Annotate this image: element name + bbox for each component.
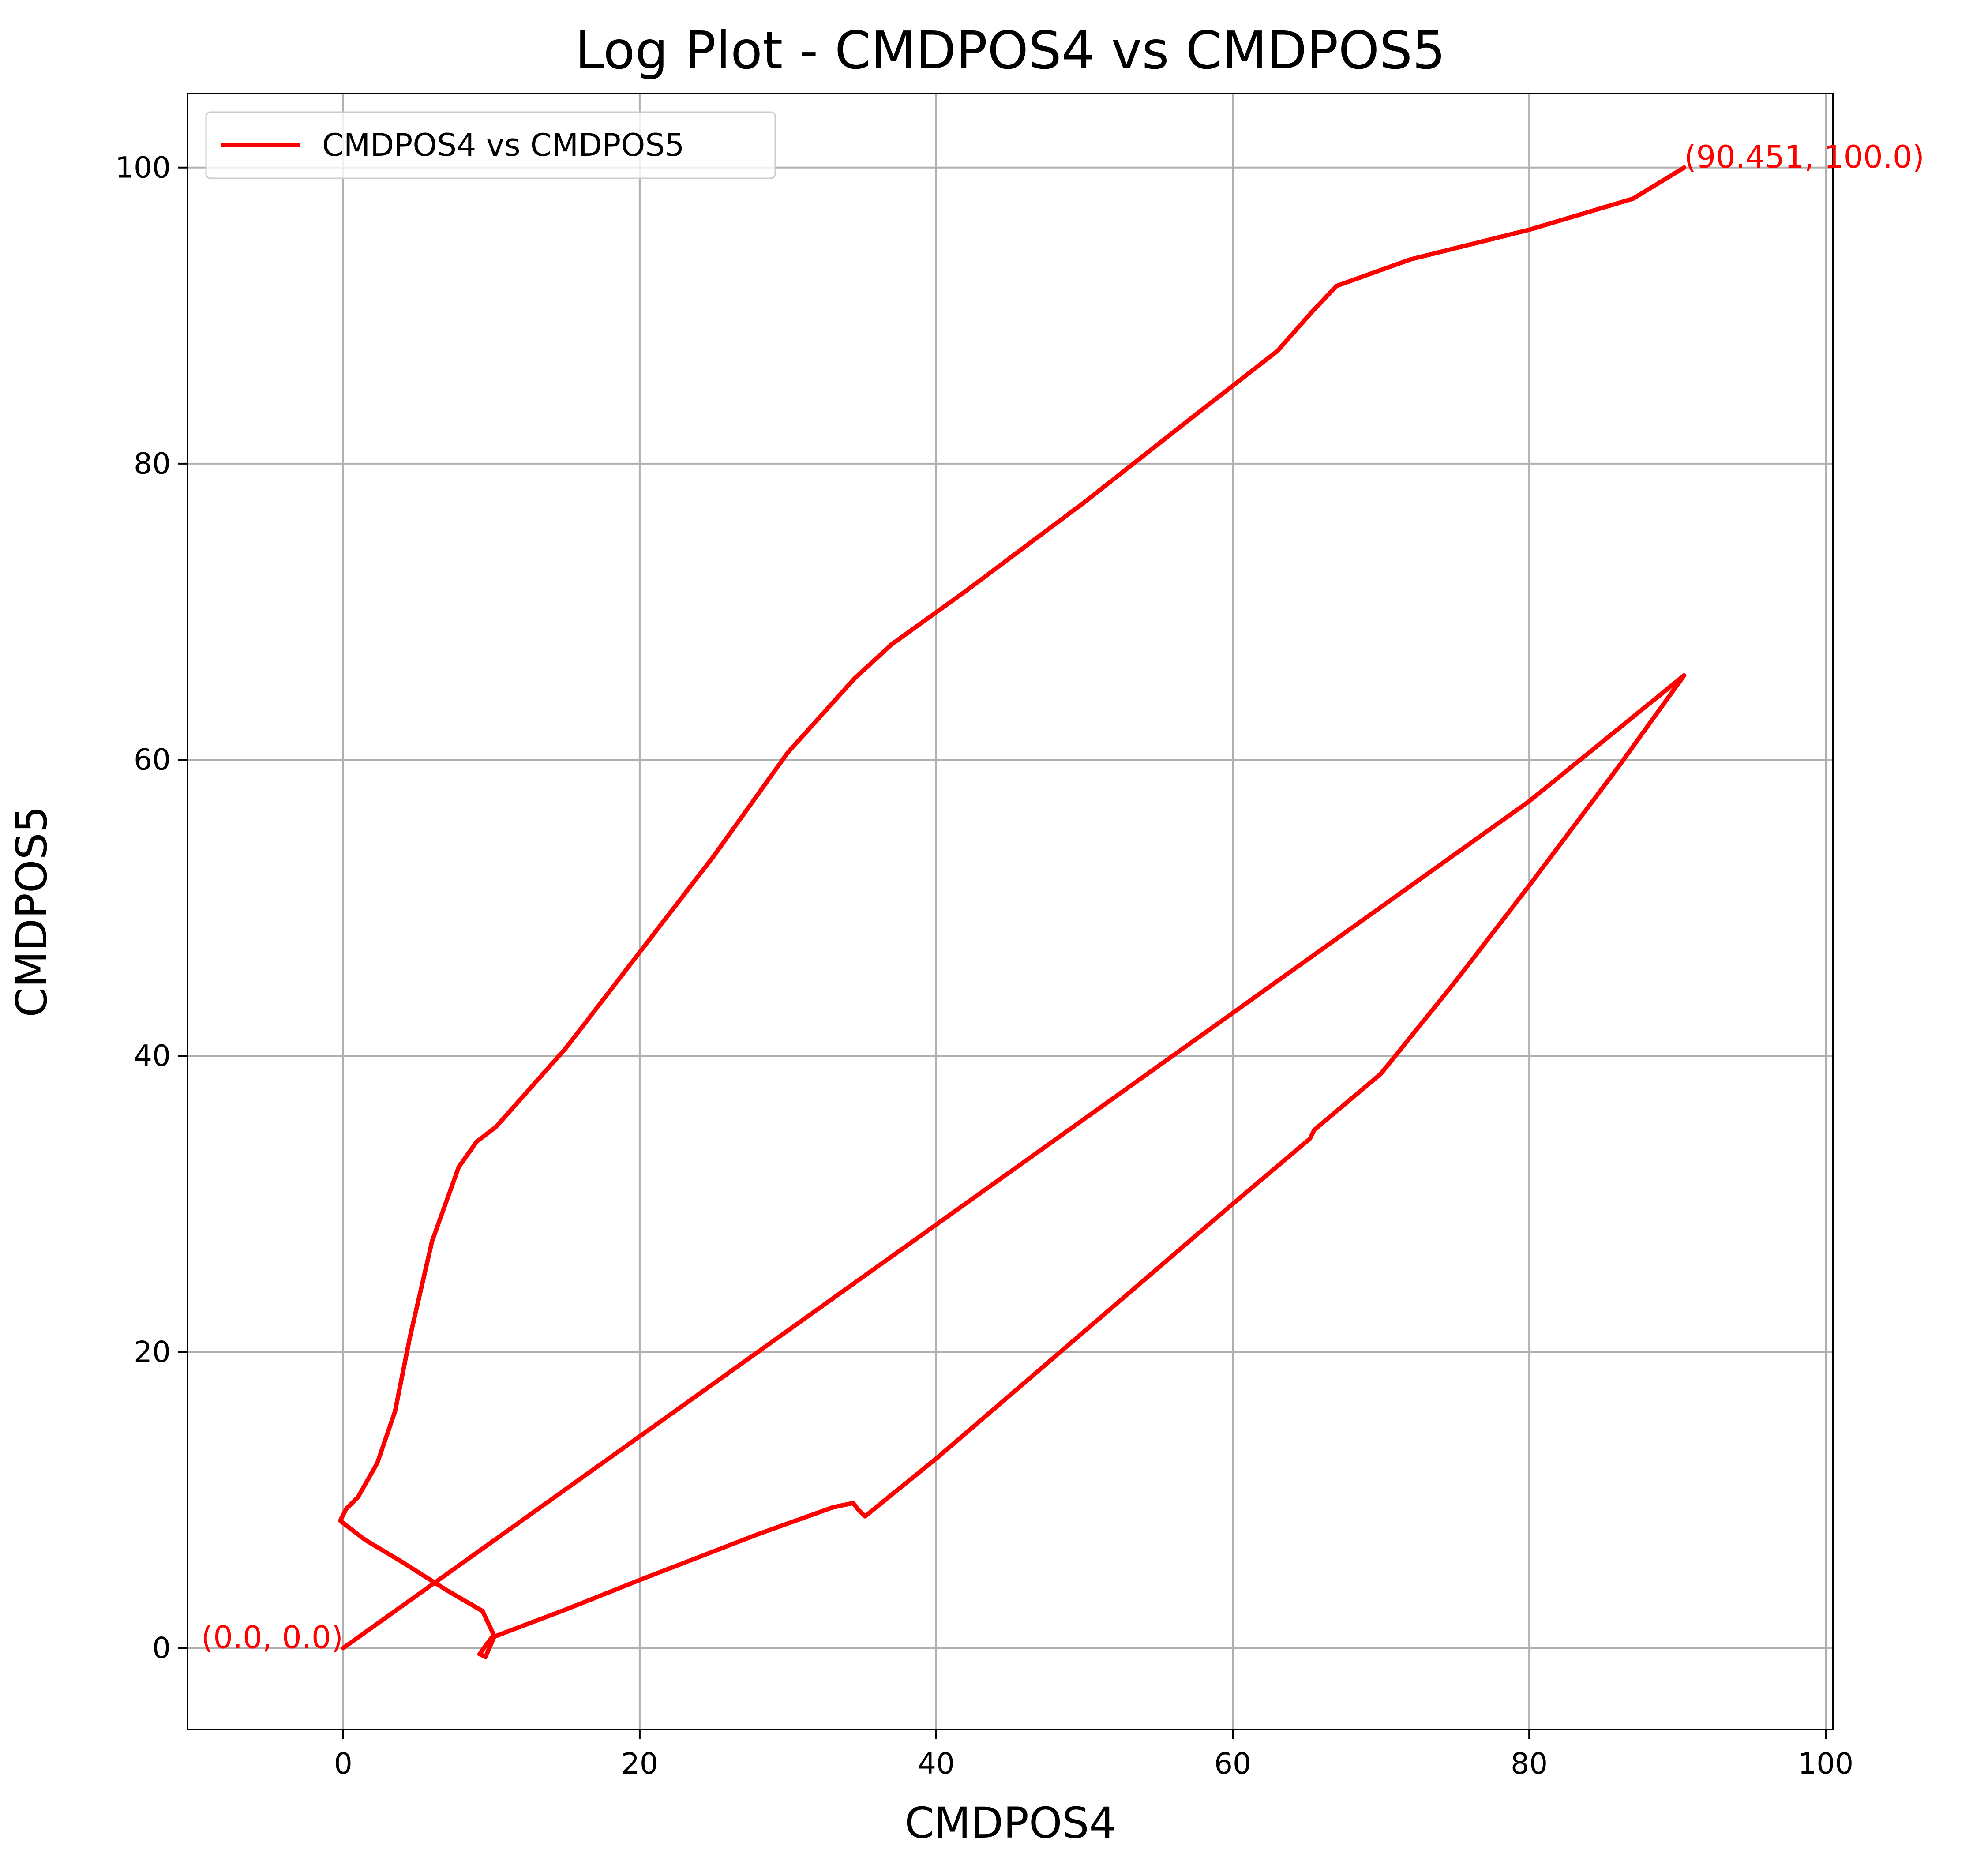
x-tick-label: 60 bbox=[1214, 1747, 1251, 1781]
legend-label: CMDPOS4 vs CMDPOS5 bbox=[322, 127, 684, 163]
y-tick-label: 60 bbox=[134, 743, 171, 777]
x-tick-label: 100 bbox=[1798, 1747, 1853, 1781]
y-tick-label: 100 bbox=[115, 150, 171, 184]
x-tick-label: 20 bbox=[621, 1747, 658, 1781]
y-tick-label: 40 bbox=[134, 1039, 171, 1073]
x-tick-label: 40 bbox=[918, 1747, 955, 1781]
series-line bbox=[338, 165, 1687, 1659]
chart-title: Log Plot - CMDPOS4 vs CMDPOS5 bbox=[575, 20, 1446, 81]
y-tick-label: 0 bbox=[152, 1631, 171, 1665]
y-tick-label: 80 bbox=[134, 446, 171, 480]
annotation-layer: (0.0, 0.0) (90.451, 100.0) bbox=[201, 139, 1924, 1656]
y-axis-label: CMDPOS5 bbox=[7, 806, 56, 1017]
axes-frame bbox=[187, 93, 1834, 1730]
legend-box bbox=[205, 111, 776, 179]
y-tick-label: 20 bbox=[134, 1335, 171, 1369]
x-tick-label: 80 bbox=[1511, 1747, 1548, 1781]
series-layer bbox=[338, 165, 1687, 1659]
x-axis-label: CMDPOS4 bbox=[904, 1798, 1116, 1848]
point-annotation: (90.451, 100.0) bbox=[1684, 139, 1924, 175]
point-annotation: (0.0, 0.0) bbox=[201, 1619, 343, 1655]
legend: CMDPOS4 vs CMDPOS5 bbox=[205, 111, 776, 179]
tick-layer: 0 20 40 60 80 100 0 20 40 60 80 100 bbox=[115, 150, 1853, 1781]
x-tick-label: 0 bbox=[334, 1747, 353, 1781]
